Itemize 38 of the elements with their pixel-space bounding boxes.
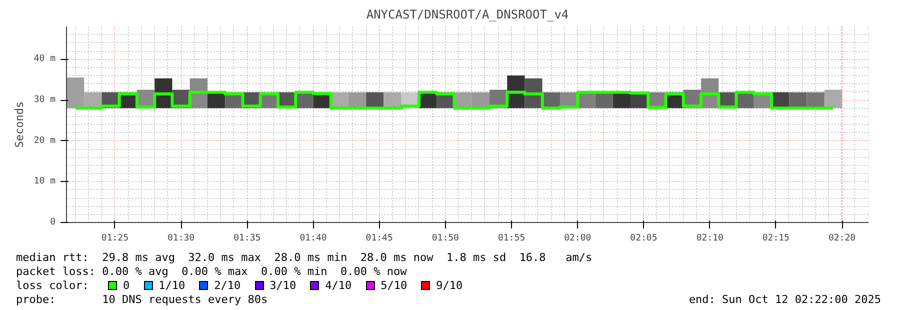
x-tick-label: 02:00 <box>564 234 592 244</box>
y-tick-label: 0 <box>50 218 56 228</box>
x-tick-label: 02:10 <box>696 234 724 244</box>
legend-label: 5/10 <box>380 279 408 293</box>
bar <box>612 92 631 108</box>
x-tick-label: 02:20 <box>828 234 856 244</box>
text: end: Sun Oct 12 02:22:00 2025 <box>688 293 881 307</box>
x-tick-label: 02:05 <box>630 234 658 244</box>
legend-label: 9/10 <box>435 279 463 293</box>
x-tick-label: 01:50 <box>432 234 459 244</box>
y-tick-label: 40 m <box>34 54 56 64</box>
bar <box>789 92 807 108</box>
y-tick-label: 20 m <box>34 136 56 146</box>
x-tick-label: 01:35 <box>234 234 261 244</box>
legend-label: 2/10 <box>213 279 241 293</box>
x-tick-label: 01:25 <box>101 234 129 244</box>
legend-label: 3/10 <box>268 279 296 293</box>
legend-label: 1/10 <box>158 279 186 293</box>
text: packet loss: 0.00 % avg 0.00 % max 0.00 % min 0.00 % now <box>16 265 408 279</box>
text: probe: 10 DNS requests every 80s <box>16 293 268 307</box>
bar <box>366 92 384 108</box>
x-tick-label: 01:40 <box>300 234 327 244</box>
y-axis-title: Seconds <box>12 101 26 148</box>
legend-label: 0 <box>122 279 130 293</box>
bar <box>595 92 613 108</box>
x-tick-label: 01:55 <box>498 234 526 244</box>
x-tick-label: 01:45 <box>366 234 393 244</box>
x-tick-label: 02:15 <box>762 234 790 244</box>
chart-title: ANYCAST/DNSROOT/A_DNSROOT_v4 <box>366 8 569 22</box>
legend-label: 4/10 <box>324 279 352 293</box>
y-tick-label: 10 m <box>34 176 56 187</box>
text: median rtt: 29.8 ms avg 32.0 ms max 28.0 ms min 28.0 ms now 1.8 ms sd 16.8 am/s <box>16 251 594 265</box>
bar <box>348 92 366 108</box>
bar <box>824 90 842 108</box>
x-tick-label: 01:30 <box>167 234 195 244</box>
bar <box>806 92 824 108</box>
y-tick-label: 30 m <box>34 95 56 105</box>
legend-title: loss color: <box>16 279 90 293</box>
